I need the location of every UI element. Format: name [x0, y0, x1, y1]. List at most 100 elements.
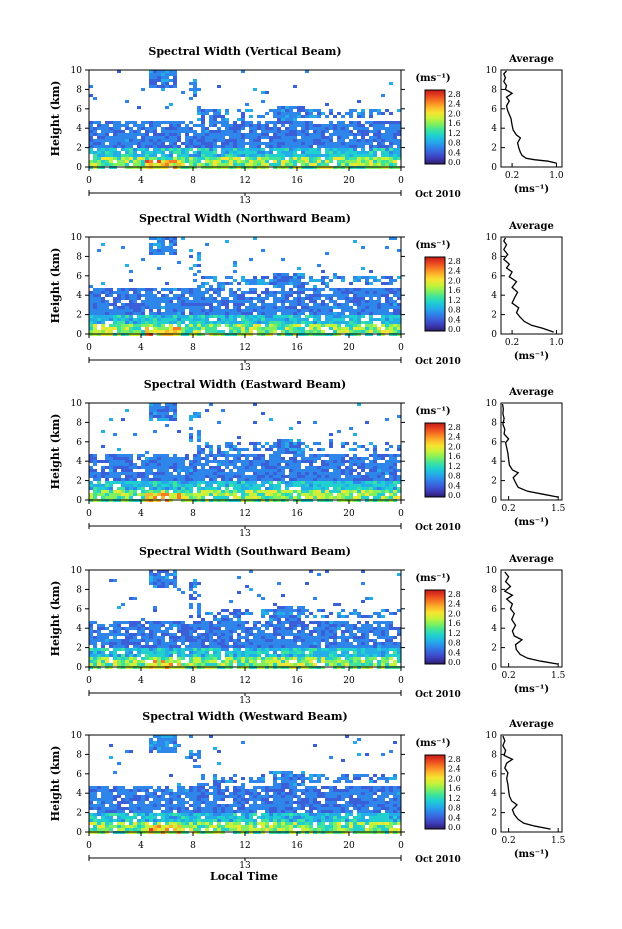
- heatmap-cell: [125, 124, 129, 127]
- x-tick-label: 8: [190, 176, 196, 186]
- heatmap-cell: [261, 306, 265, 309]
- heatmap-cell: [141, 312, 145, 315]
- heatmap-cell: [225, 240, 229, 243]
- heatmap-cell: [317, 145, 321, 148]
- heatmap-cell: [365, 121, 369, 124]
- heatmap-cell: [353, 148, 357, 151]
- heatmap-cell: [365, 160, 369, 163]
- heatmap-cell: [177, 130, 181, 133]
- heatmap-cell: [141, 490, 145, 493]
- heatmap-cell: [233, 493, 237, 496]
- heatmap-cell: [281, 627, 285, 630]
- heatmap-cell: [277, 442, 281, 445]
- heatmap-cell: [289, 309, 293, 312]
- heatmap-cell: [221, 154, 225, 157]
- heatmap-cell: [341, 460, 345, 463]
- heatmap-cell: [97, 321, 101, 324]
- heatmap-cell: [165, 484, 169, 487]
- heatmap-cell: [281, 324, 285, 327]
- heatmap-cell: [241, 276, 245, 279]
- heatmap-cell: [137, 139, 141, 142]
- heatmap-cell: [273, 109, 277, 112]
- heatmap-cell: [221, 648, 225, 651]
- heatmap-cell: [145, 633, 149, 636]
- heatmap-cell: [101, 127, 105, 130]
- heatmap-cell: [345, 460, 349, 463]
- heatmap-cell: [185, 306, 189, 309]
- heatmap-cell: [145, 121, 149, 124]
- heatmap-cell: [137, 312, 141, 315]
- heatmap-cell: [141, 618, 145, 621]
- heatmap-cell: [169, 493, 173, 496]
- heatmap-cell: [281, 136, 285, 139]
- heatmap-cell: [129, 133, 133, 136]
- heatmap-cell: [333, 315, 337, 318]
- heatmap-cell: [181, 148, 185, 151]
- heatmap-cell: [165, 106, 169, 109]
- heatmap-cell: [213, 496, 217, 499]
- heatmap-cell: [225, 648, 229, 651]
- heatmap-cell: [201, 321, 205, 324]
- heatmap-cell: [301, 472, 305, 475]
- heatmap-cell: [277, 466, 281, 469]
- heatmap-cell: [269, 475, 273, 478]
- heatmap-cell: [317, 645, 321, 648]
- heatmap-cell: [181, 121, 185, 124]
- heatmap-cell: [293, 282, 297, 285]
- heatmap-cell: [373, 303, 377, 306]
- heatmap-cell: [397, 130, 401, 133]
- heatmap-cell: [317, 115, 321, 118]
- heatmap-cell: [301, 645, 305, 648]
- heatmap-cell: [165, 424, 169, 427]
- heatmap-cell: [213, 475, 217, 478]
- heatmap-cell: [289, 300, 293, 303]
- heatmap-cell: [193, 415, 197, 418]
- heatmap-cells: [89, 403, 401, 502]
- heatmap-cell: [89, 636, 93, 639]
- heatmap-cell: [117, 475, 121, 478]
- heatmap-cell: [157, 418, 161, 421]
- heatmap-cell: [101, 624, 105, 627]
- heatmap-cell: [397, 124, 401, 127]
- heatmap-cell: [369, 276, 373, 279]
- heatmap-cell: [341, 142, 345, 145]
- heatmap-cell: [237, 148, 241, 151]
- heatmap-cell: [237, 469, 241, 472]
- heatmap-cell: [237, 612, 241, 615]
- heatmap-cell: [285, 109, 289, 112]
- heatmap-cell: [137, 124, 141, 127]
- heatmap-cell: [209, 297, 213, 300]
- heatmap-cell: [269, 294, 273, 297]
- heatmap-cell: [377, 160, 381, 163]
- heatmap-cell: [265, 645, 269, 648]
- heatmap-cell: [161, 406, 165, 409]
- heatmap-cell: [389, 288, 393, 291]
- heatmap-cell: [101, 315, 105, 318]
- heatmap-cell: [333, 630, 337, 633]
- heatmap-cell: [97, 648, 101, 651]
- heatmap-cell: [245, 312, 249, 315]
- heatmap-cell: [345, 288, 349, 291]
- heatmap-cell: [117, 639, 121, 642]
- heatmap-cell: [341, 327, 345, 330]
- heatmap-cell: [129, 318, 133, 321]
- heatmap-cell: [221, 409, 225, 412]
- heatmap-cell: [193, 484, 197, 487]
- heatmap-cell: [369, 121, 373, 124]
- heatmap-cell: [285, 297, 289, 300]
- heatmap-cell: [257, 115, 261, 118]
- heatmap-cell: [201, 639, 205, 642]
- heatmap-cell: [129, 457, 133, 460]
- heatmap-cell: [377, 130, 381, 133]
- heatmap-cell: [93, 133, 97, 136]
- heatmap-cell: [101, 469, 105, 472]
- heatmap-cell: [113, 121, 117, 124]
- heatmap-cell: [373, 133, 377, 136]
- heatmap-cell: [253, 484, 257, 487]
- heatmap-cell: [169, 142, 173, 145]
- heatmap-cell: [361, 600, 365, 603]
- heatmap-cell: [329, 454, 333, 457]
- heatmap-cell: [169, 484, 173, 487]
- heatmap-cell: [97, 294, 101, 297]
- heatmap-cell: [125, 154, 129, 157]
